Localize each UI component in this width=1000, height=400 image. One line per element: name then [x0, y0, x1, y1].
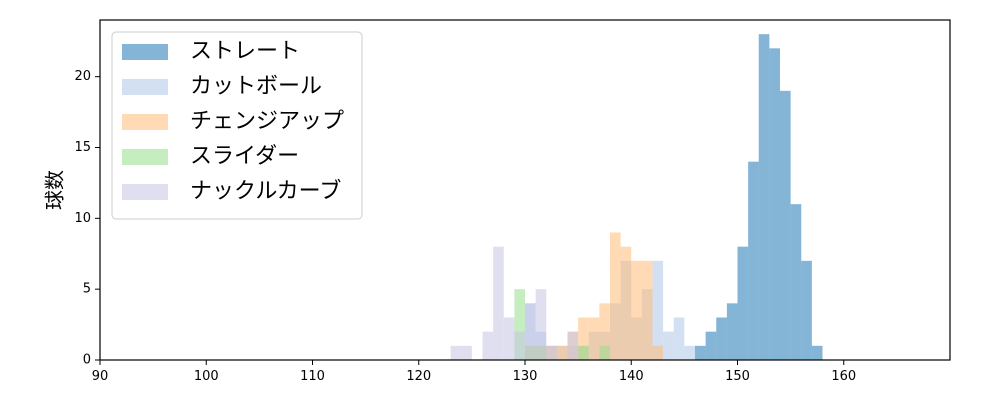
histogram-bar	[726, 303, 738, 360]
histogram-bar	[631, 260, 642, 360]
histogram-bar	[620, 246, 632, 360]
histogram-bar	[493, 246, 504, 360]
histogram-bar	[588, 317, 600, 360]
series-1	[695, 34, 823, 361]
legend-label: ナックルカーブ	[190, 179, 341, 204]
histogram-bar	[503, 317, 515, 360]
histogram-bar	[567, 331, 579, 360]
histogram-bar	[673, 317, 685, 360]
histogram-bar	[758, 34, 770, 361]
legend-label: ストレート	[190, 39, 300, 64]
legend-swatch	[122, 114, 168, 130]
histogram-bar	[514, 289, 525, 360]
series-5	[450, 246, 579, 360]
y-tick-label: 5	[83, 282, 91, 297]
legend-box	[111, 31, 363, 220]
x-tick-label: 110	[300, 369, 325, 384]
histogram-bar	[450, 345, 462, 360]
histogram-bar	[652, 260, 664, 360]
histogram-bar	[705, 331, 717, 360]
legend-label: スライダー	[190, 144, 299, 169]
histogram-bar	[556, 345, 568, 360]
y-tick-label: 15	[74, 140, 91, 155]
legend-swatch	[122, 79, 168, 95]
histogram-bar	[461, 345, 472, 360]
bars-layer	[450, 34, 823, 361]
histogram-bar	[599, 303, 610, 360]
x-tick-label: 100	[194, 369, 219, 384]
x-tick-label: 140	[619, 369, 644, 384]
x-tick-label: 130	[513, 369, 538, 384]
histogram-bar	[578, 345, 589, 360]
y-axis-label: 球数	[43, 170, 67, 210]
histogram-bar	[769, 48, 780, 360]
histogram-bar	[652, 345, 664, 360]
histogram-bar	[663, 331, 674, 360]
legend-swatch	[122, 149, 168, 165]
histogram-bar	[780, 90, 791, 360]
y-tick-label: 10	[74, 211, 91, 226]
histogram-bar	[535, 289, 547, 360]
histogram-bar	[578, 317, 589, 360]
histogram-bar	[514, 331, 525, 360]
histogram-bar	[482, 331, 494, 360]
legend-label: チェンジアップ	[190, 109, 344, 134]
histogram-bar	[599, 345, 610, 360]
histogram-bar	[546, 345, 557, 360]
histogram-bar	[684, 345, 695, 360]
y-tick-label: 0	[83, 353, 91, 368]
histogram-bar	[748, 161, 759, 360]
histogram-bar	[801, 260, 812, 360]
histogram-bar	[716, 317, 727, 360]
histogram-bar	[610, 232, 621, 360]
x-tick-label: 150	[725, 369, 750, 384]
x-tick-label: 120	[406, 369, 431, 384]
x-tick-label: 90	[92, 369, 109, 384]
histogram-bar	[695, 345, 706, 360]
legend-swatch	[122, 184, 168, 200]
histogram-bar	[811, 345, 823, 360]
x-axis: 90 100 110 120 130 140 150 160	[92, 360, 856, 384]
histogram-bar	[525, 303, 536, 360]
y-tick-label: 20	[74, 69, 91, 84]
legend-label: カットボール	[190, 74, 322, 99]
histogram-bar	[641, 260, 653, 360]
legend-swatch	[122, 44, 168, 60]
y-axis: 0 5 10 15 20	[74, 69, 100, 368]
histogram-bar	[790, 204, 802, 360]
x-tick-label: 160	[831, 369, 856, 384]
histogram-bar	[737, 246, 749, 360]
